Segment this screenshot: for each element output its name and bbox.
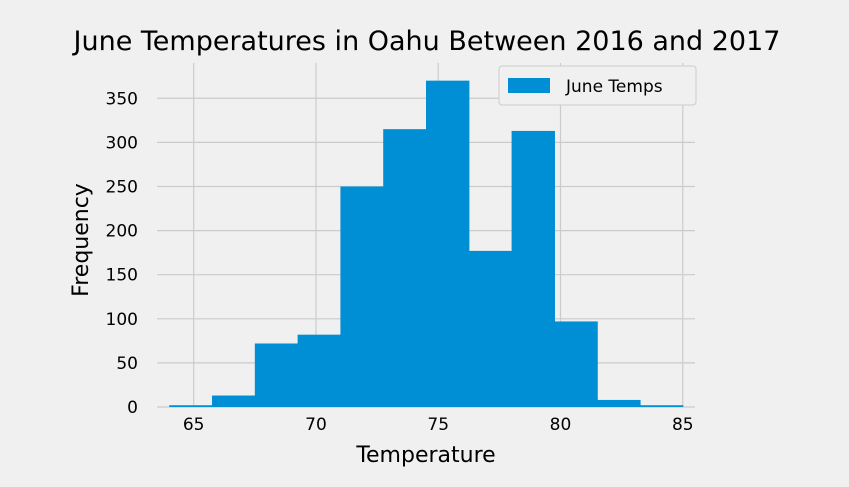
histogram-bar (212, 395, 256, 407)
histogram-bar (383, 129, 427, 407)
histogram-bar (169, 405, 213, 407)
y-tick-label: 350 (106, 89, 138, 109)
ticks-layer: 65 70 75 80 85 0 50 100 150 200 250 300 350 (106, 89, 694, 435)
legend: June Temps (498, 65, 697, 106)
y-tick-label: 50 (116, 354, 138, 374)
x-tick-label: 70 (305, 415, 327, 435)
histogram-bar (340, 186, 384, 407)
x-tick-label: 75 (427, 415, 449, 435)
y-tick-label: 200 (106, 222, 138, 242)
y-tick-label: 150 (106, 266, 138, 286)
histogram-bar (639, 405, 684, 407)
histogram-bar (254, 343, 299, 407)
legend-swatch (508, 78, 550, 93)
histogram-bar (426, 80, 470, 408)
legend-label: June Temps (565, 77, 663, 97)
y-tick-label: 100 (106, 310, 138, 330)
x-tick-label: 65 (183, 415, 205, 435)
histogram-bar (597, 399, 641, 407)
y-tick-label: 250 (106, 177, 138, 197)
histogram-bar (511, 130, 555, 407)
x-axis-label: Temperature (355, 443, 495, 468)
x-tick-label: 80 (550, 415, 572, 435)
histogram-bar (297, 334, 342, 407)
bars-layer (169, 80, 684, 408)
chart-title: June Temperatures in Oahu Between 2016 a… (72, 26, 781, 57)
y-tick-label: 300 (106, 133, 138, 153)
legend-box (498, 65, 697, 106)
x-tick-label: 85 (672, 415, 694, 435)
y-axis-label: Frequency (69, 183, 94, 297)
y-tick-label: 0 (127, 398, 138, 418)
histogram-bar (468, 250, 513, 407)
histogram-bar (554, 321, 598, 407)
